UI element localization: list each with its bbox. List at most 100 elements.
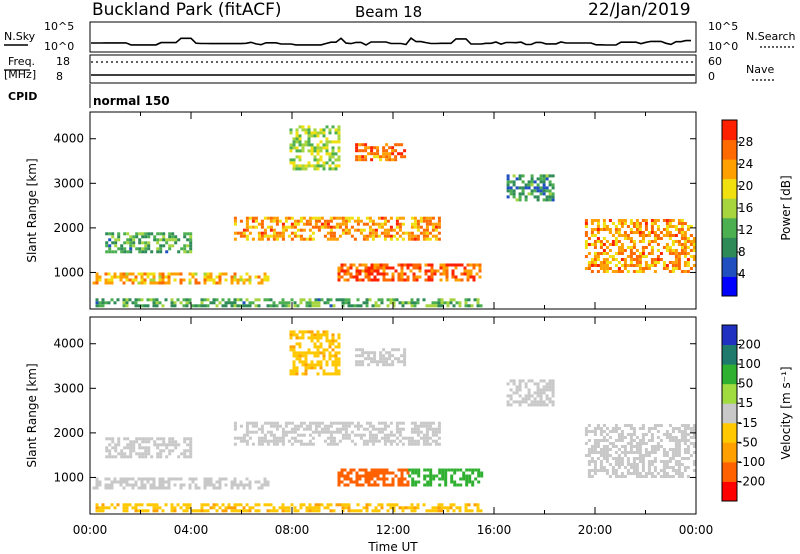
data-cell [614,258,618,261]
data-cell [332,439,336,443]
data-cell [397,357,401,361]
data-cell [692,460,696,463]
data-cell [341,436,345,440]
data-cell [431,234,435,238]
y-tick-label: 1000 [53,470,84,484]
data-cell [473,503,477,507]
data-cell [326,237,330,241]
data-cell [370,471,374,475]
data-cell [364,480,368,484]
data-cell [215,480,219,484]
data-cell [415,278,419,282]
data-cell [353,509,357,513]
data-cell [110,278,114,282]
data-cell [298,149,302,153]
data-cell [260,281,264,285]
data-cell [518,394,522,398]
data-cell [674,261,678,264]
data-cell [281,228,285,232]
data-cell [545,177,549,181]
data-cell [386,439,390,443]
data-cell [141,232,145,236]
data-cell [647,240,651,243]
data-cell [518,382,522,386]
data-cell [147,235,151,239]
data-cell [171,238,175,242]
data-cell [295,372,299,376]
data-cell [125,275,129,279]
colorbar-segment [722,383,737,404]
data-cell [512,174,516,178]
data-cell [376,269,380,273]
data-cell [113,477,117,481]
data-cell [368,234,372,238]
data-cell [551,186,555,190]
data-cell [596,427,600,430]
data-cell [168,232,172,236]
data-cell [692,469,696,472]
data-cell [332,225,336,229]
data-cell [233,506,237,510]
data-cell [638,460,642,463]
data-cell [524,195,528,199]
data-cell [641,475,645,478]
data-cell [635,261,639,264]
data-cell [263,503,267,507]
data-cell [257,442,261,446]
data-cell [347,436,351,440]
data-cell [683,255,687,258]
data-cell [319,149,323,153]
data-cell [456,468,460,472]
data-cell [316,149,320,153]
data-cell [376,477,380,481]
data-cell [242,304,246,308]
data-cell [434,225,438,229]
data-cell [335,503,339,507]
data-cell [422,439,426,443]
data-cell [665,246,669,249]
data-cell [170,304,174,308]
data-cell [107,477,111,481]
data-cell [161,509,165,513]
data-cell [186,449,190,453]
data-cell [611,469,615,472]
data-cell [391,477,395,481]
data-cell [671,267,675,270]
data-cell [319,140,323,144]
data-cell [98,301,102,305]
colorbar-segment [722,256,737,277]
data-cell [683,222,687,225]
data-cell [316,134,320,138]
data-cell [653,264,657,267]
data-cell [310,152,314,156]
data-cell [308,234,312,238]
data-cell [370,272,374,276]
data-cell [305,427,309,431]
data-cell [414,468,418,472]
data-cell [182,304,186,308]
data-cell [269,234,273,238]
data-cell [144,244,148,248]
data-cell [641,255,645,258]
data-cell [392,503,396,507]
data-cell [168,449,172,453]
data-cell [548,400,552,404]
data-cell [114,446,118,450]
data-cell [331,149,335,153]
data-cell [269,304,273,308]
data-cell [530,174,534,178]
data-cell [464,503,468,507]
data-cell [292,348,296,352]
data-cell [135,437,139,441]
data-cell [506,180,510,184]
data-cell [650,222,654,225]
data-cell [272,506,276,510]
data-cell [340,266,344,270]
data-cell [322,372,326,376]
data-cell [308,298,312,302]
data-cell [425,237,429,241]
data-cell [137,298,141,302]
data-cell [389,234,393,238]
data-cell [224,304,228,308]
data-cell [224,477,228,481]
